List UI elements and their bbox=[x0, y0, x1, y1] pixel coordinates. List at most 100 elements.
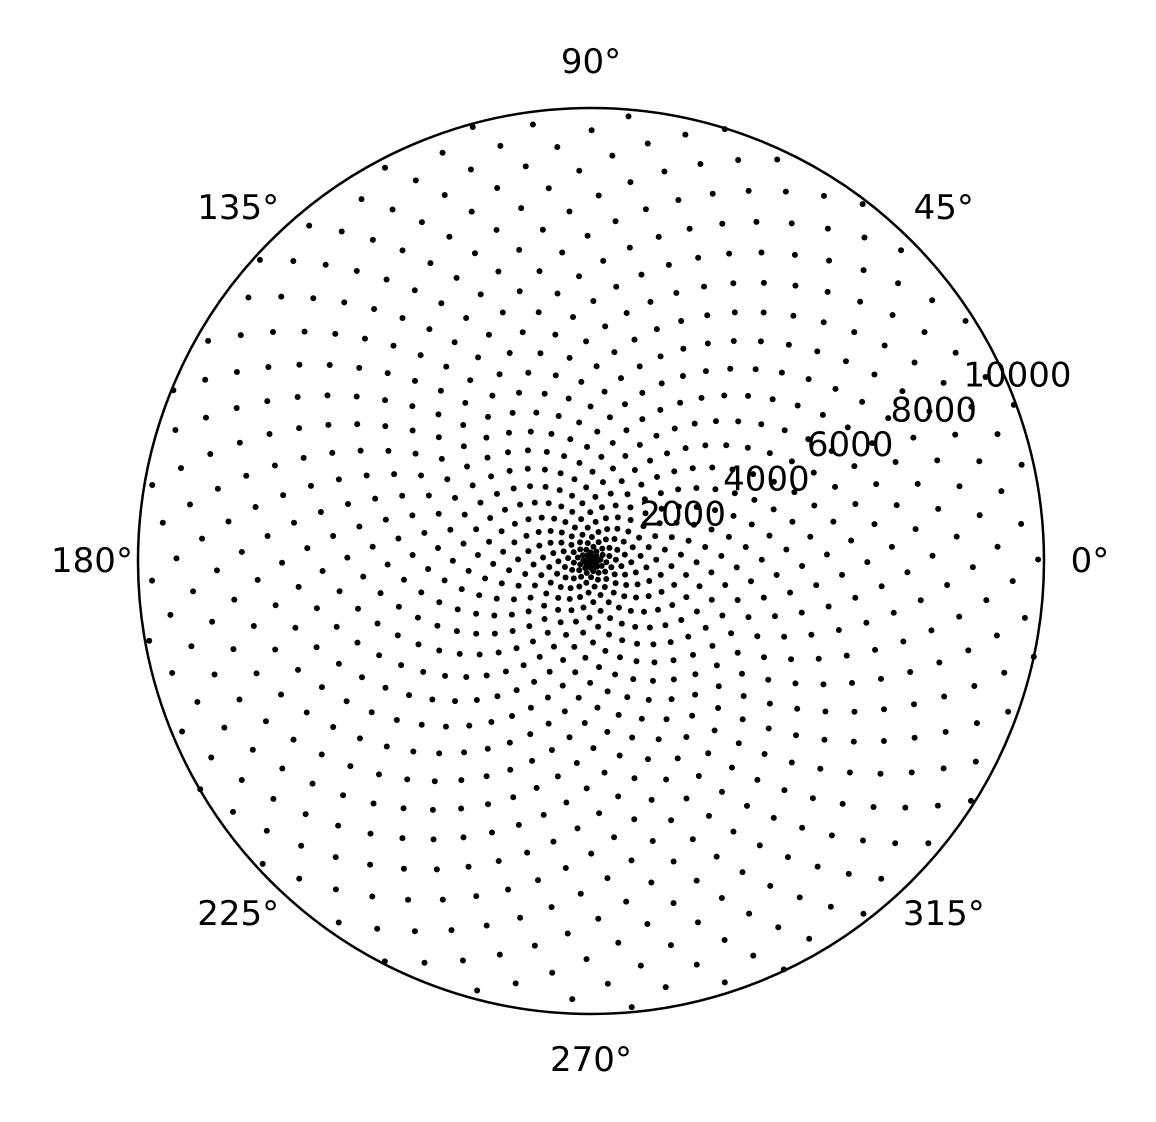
data-point bbox=[757, 338, 764, 345]
data-point bbox=[721, 392, 728, 399]
data-point bbox=[476, 651, 483, 658]
data-point bbox=[760, 594, 767, 601]
data-point bbox=[493, 226, 500, 233]
data-point bbox=[399, 492, 406, 499]
data-point bbox=[409, 552, 416, 558]
data-point bbox=[531, 678, 538, 685]
data-point bbox=[928, 627, 935, 634]
data-point bbox=[505, 429, 512, 436]
data-point bbox=[363, 472, 370, 479]
data-point bbox=[629, 734, 636, 741]
data-point bbox=[456, 650, 463, 657]
data-point bbox=[718, 894, 725, 901]
data-point bbox=[765, 725, 772, 732]
data-point bbox=[758, 249, 765, 256]
data-point bbox=[815, 655, 822, 662]
data-point bbox=[494, 693, 501, 700]
data-point bbox=[976, 512, 983, 519]
data-point bbox=[649, 677, 656, 684]
data-point bbox=[893, 502, 900, 509]
angle-tick-labels: 0° 45° 90° 135° 180° 225° 270° 315° bbox=[51, 42, 1109, 1080]
data-point bbox=[310, 295, 317, 302]
data-point bbox=[633, 658, 640, 665]
data-point bbox=[527, 704, 534, 711]
data-point bbox=[604, 526, 611, 533]
data-point bbox=[704, 340, 711, 347]
data-point bbox=[689, 712, 696, 719]
data-point bbox=[839, 800, 846, 807]
data-point bbox=[509, 409, 516, 416]
data-point bbox=[625, 528, 632, 535]
data-point bbox=[952, 431, 959, 438]
data-point bbox=[653, 432, 660, 439]
data-point bbox=[233, 405, 240, 411]
data-point bbox=[541, 602, 548, 609]
data-point bbox=[971, 682, 978, 689]
data-point bbox=[533, 784, 540, 791]
data-point bbox=[469, 482, 476, 489]
data-point bbox=[609, 439, 616, 446]
data-point bbox=[371, 306, 378, 313]
data-point bbox=[586, 614, 593, 621]
data-point bbox=[760, 279, 767, 286]
data-point bbox=[495, 858, 502, 865]
data-point bbox=[594, 576, 601, 583]
data-point bbox=[294, 393, 301, 400]
data-point bbox=[447, 526, 454, 533]
data-point bbox=[859, 837, 866, 844]
data-point bbox=[744, 802, 751, 809]
data-point bbox=[296, 425, 303, 432]
data-point bbox=[683, 571, 690, 578]
data-point bbox=[622, 452, 629, 459]
data-point bbox=[602, 323, 609, 330]
data-point bbox=[965, 647, 972, 654]
data-point bbox=[483, 773, 490, 780]
data-point bbox=[415, 641, 422, 648]
data-point bbox=[881, 706, 888, 713]
data-point bbox=[597, 556, 604, 563]
data-point bbox=[555, 606, 562, 613]
data-point bbox=[596, 664, 603, 671]
data-point bbox=[566, 595, 573, 602]
data-point bbox=[658, 588, 665, 595]
data-point bbox=[471, 250, 478, 257]
data-point bbox=[794, 705, 801, 712]
data-point bbox=[690, 521, 697, 528]
data-point bbox=[618, 563, 625, 570]
data-point bbox=[740, 693, 747, 700]
data-point bbox=[902, 804, 909, 811]
data-point bbox=[538, 572, 545, 579]
data-point bbox=[709, 464, 716, 471]
data-point bbox=[567, 585, 574, 592]
data-point bbox=[486, 538, 493, 545]
data-point bbox=[674, 755, 681, 762]
data-point bbox=[728, 764, 735, 771]
data-point bbox=[411, 287, 418, 294]
data-point bbox=[633, 594, 640, 601]
data-point bbox=[898, 247, 905, 254]
data-point bbox=[675, 486, 682, 493]
data-point bbox=[355, 605, 362, 612]
data-point bbox=[322, 261, 329, 268]
data-point bbox=[624, 491, 631, 498]
data-point bbox=[926, 408, 933, 415]
data-point bbox=[498, 528, 505, 535]
data-point bbox=[647, 457, 654, 464]
data-point bbox=[940, 379, 947, 386]
data-point bbox=[695, 254, 702, 261]
data-point bbox=[325, 421, 332, 428]
data-point bbox=[304, 545, 311, 552]
data-point bbox=[628, 1004, 635, 1011]
data-point bbox=[686, 225, 693, 232]
data-point bbox=[824, 288, 831, 295]
data-point bbox=[796, 894, 803, 901]
data-point bbox=[418, 219, 425, 226]
data-point bbox=[627, 179, 634, 186]
data-point bbox=[730, 280, 737, 287]
data-point bbox=[614, 546, 621, 553]
data-point bbox=[730, 337, 737, 344]
data-point bbox=[496, 951, 503, 958]
data-point bbox=[332, 886, 339, 893]
data-point bbox=[861, 234, 868, 241]
data-point bbox=[567, 436, 574, 443]
